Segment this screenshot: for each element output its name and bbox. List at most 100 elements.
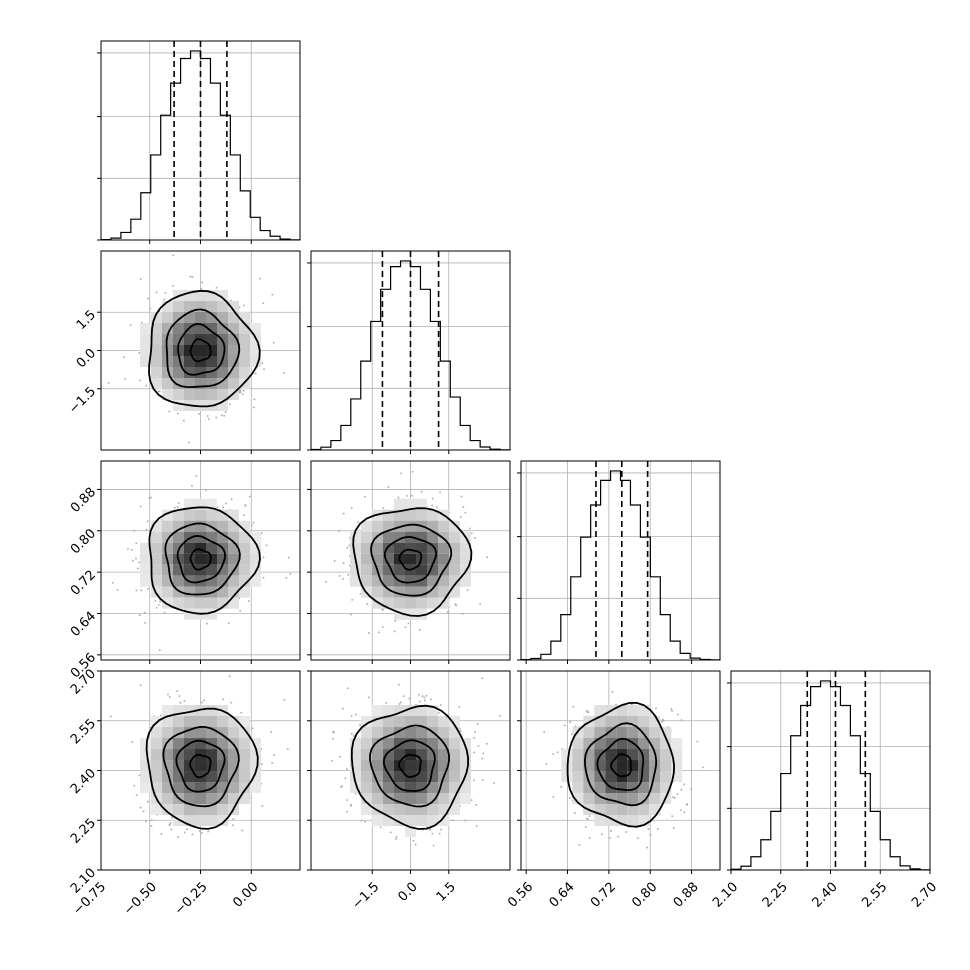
density-cell	[173, 738, 184, 750]
density-cell	[151, 520, 162, 532]
density-cell	[206, 312, 217, 323]
x-tick-label: 2.25	[760, 880, 791, 911]
sample-point	[238, 597, 241, 600]
sample-point	[452, 819, 454, 822]
sample-point	[397, 496, 400, 499]
sample-point	[683, 783, 685, 786]
sample-point	[143, 611, 146, 614]
sample-point	[176, 412, 179, 415]
density-cell	[616, 716, 628, 728]
density-cell	[140, 738, 151, 750]
sample-point	[561, 748, 563, 750]
sample-point	[399, 701, 402, 704]
density-cell	[206, 738, 217, 750]
density-cell	[151, 323, 162, 334]
sample-point	[271, 762, 273, 764]
density-cell	[228, 345, 239, 356]
density-cell	[184, 749, 195, 761]
density-cell	[162, 793, 173, 805]
density-content	[331, 677, 501, 847]
sample-point	[262, 302, 265, 305]
sample-point	[354, 792, 357, 795]
sample-point	[461, 612, 464, 615]
sample-point	[429, 828, 431, 831]
sample-point	[230, 299, 232, 302]
sample-point	[425, 695, 428, 697]
sample-point	[404, 626, 407, 629]
density-cell	[438, 793, 449, 805]
density-cell	[173, 716, 184, 728]
sample-point	[379, 826, 382, 829]
density-cell	[438, 586, 449, 598]
density-cell	[184, 345, 195, 356]
density-cell	[361, 738, 372, 750]
sample-point	[283, 372, 285, 374]
density-cell	[195, 782, 206, 794]
density-cell	[594, 804, 606, 816]
contour-line	[566, 701, 676, 828]
density-cell	[427, 815, 438, 827]
panel-frame	[520, 460, 721, 661]
density-cell	[184, 542, 195, 554]
y-tick-label: 0.88	[68, 485, 99, 516]
contour-line	[189, 338, 212, 363]
sample-point	[170, 828, 173, 831]
histogram-panel-1	[97, 40, 301, 244]
density-cell	[605, 771, 617, 783]
sample-point	[473, 779, 475, 782]
sample-point	[186, 828, 188, 830]
sample-point	[672, 827, 675, 829]
sample-point	[230, 498, 233, 501]
density-cell	[660, 760, 672, 772]
sample-point	[224, 411, 227, 413]
density-cell	[638, 804, 650, 816]
sample-point	[260, 782, 262, 785]
sample-point	[346, 810, 348, 813]
sample-point	[359, 724, 361, 726]
histogram-panel-3	[517, 460, 721, 664]
density-cell	[350, 760, 361, 772]
density-cell	[195, 290, 206, 301]
density-cell	[460, 542, 471, 554]
density-panel-4-1	[97, 670, 301, 874]
density-cell	[162, 597, 173, 609]
density-cell	[173, 760, 184, 772]
density-cell	[405, 597, 416, 609]
sample-point	[584, 826, 587, 828]
density-cell	[206, 727, 217, 739]
density-cell	[184, 815, 195, 827]
density-cell	[438, 716, 449, 728]
sample-point	[350, 715, 353, 717]
density-cell	[184, 804, 195, 816]
y-tick-label: 0.72	[68, 568, 99, 599]
sample-point	[347, 573, 350, 576]
density-cell	[162, 323, 173, 334]
sample-point	[423, 696, 426, 699]
y-tick-label: 2.40	[68, 766, 99, 797]
density-cell	[173, 597, 184, 609]
density-panel-2-1	[97, 250, 301, 454]
sample-point	[205, 489, 207, 491]
sample-point	[138, 774, 141, 777]
sample-point	[349, 805, 352, 807]
density-cell	[228, 793, 239, 805]
density-cell	[594, 705, 606, 717]
density-cell	[394, 771, 405, 783]
density-cell	[162, 389, 173, 400]
sample-point	[476, 723, 479, 725]
density-cell	[228, 727, 239, 739]
density-cell	[140, 323, 151, 334]
density-cell	[438, 804, 449, 816]
sample-point	[470, 532, 473, 535]
sample-point	[244, 504, 246, 506]
density-cell	[217, 520, 228, 532]
density-cell	[383, 542, 394, 554]
density-cell	[361, 771, 372, 783]
density-cell	[660, 782, 672, 794]
density-cell	[350, 564, 361, 576]
density-cell	[416, 509, 427, 521]
sample-point	[150, 496, 152, 499]
density-cell	[383, 586, 394, 598]
density-cell	[140, 334, 151, 345]
density-cell	[173, 586, 184, 598]
